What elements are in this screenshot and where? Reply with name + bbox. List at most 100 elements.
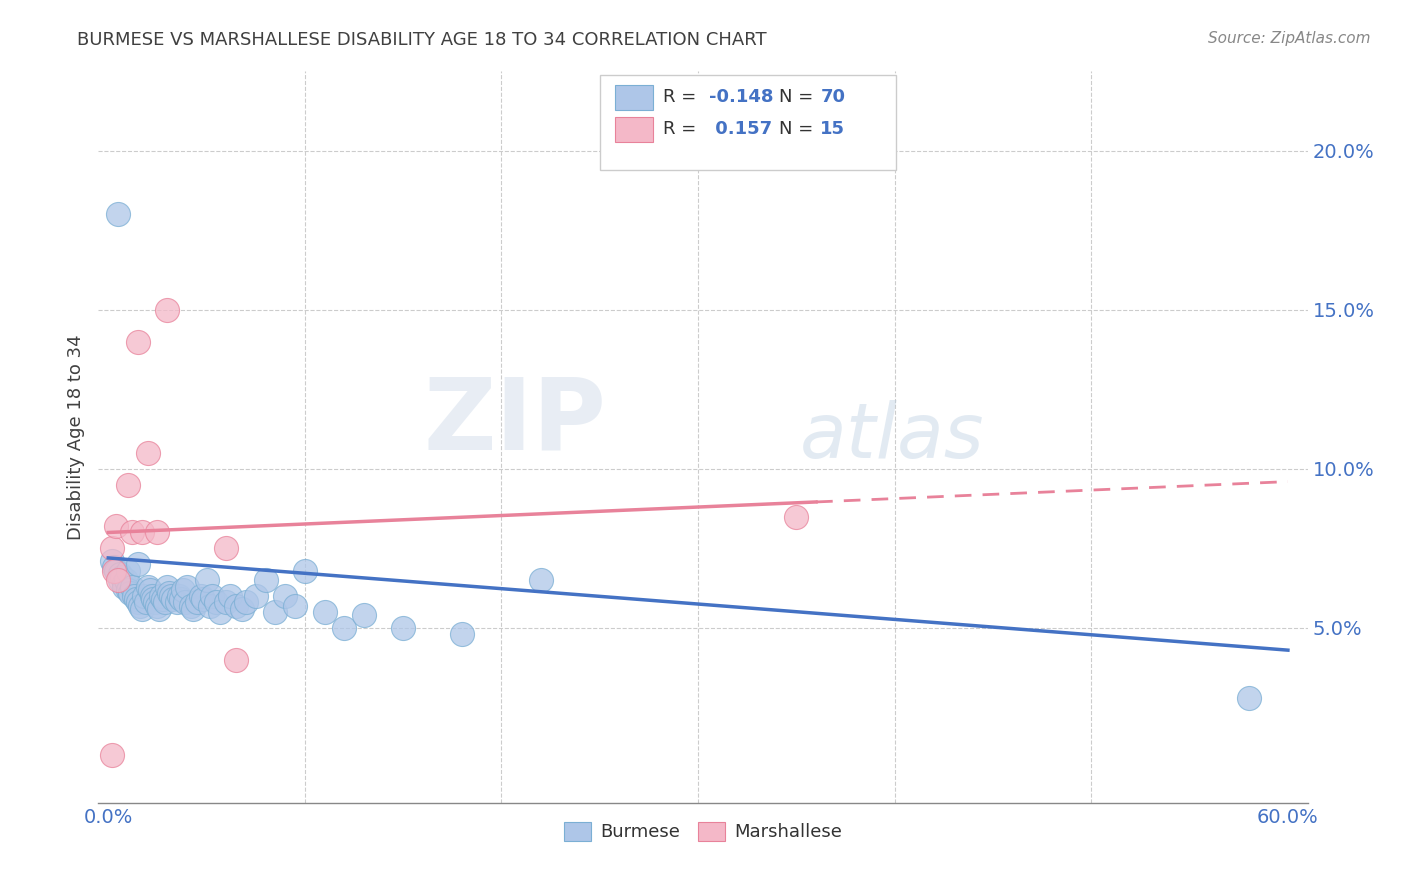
Point xyxy=(146,525,169,540)
Point xyxy=(108,566,131,581)
Point xyxy=(274,589,297,603)
Text: Source: ZipAtlas.com: Source: ZipAtlas.com xyxy=(1208,31,1371,46)
Point xyxy=(156,580,179,594)
Legend: Burmese, Marshallese: Burmese, Marshallese xyxy=(557,814,849,848)
Point xyxy=(155,595,177,609)
Point xyxy=(785,509,807,524)
Text: 15: 15 xyxy=(820,120,845,138)
Text: 70: 70 xyxy=(820,88,845,106)
Point xyxy=(103,564,125,578)
Point xyxy=(112,580,135,594)
Point xyxy=(138,582,160,597)
Text: R =: R = xyxy=(664,120,702,138)
Point xyxy=(131,525,153,540)
Point xyxy=(108,573,131,587)
Point xyxy=(294,564,316,578)
Point xyxy=(284,599,307,613)
Point xyxy=(235,595,257,609)
Point xyxy=(225,599,247,613)
Text: BURMESE VS MARSHALLESE DISABILITY AGE 18 TO 34 CORRELATION CHART: BURMESE VS MARSHALLESE DISABILITY AGE 18… xyxy=(77,31,766,49)
Point xyxy=(200,599,222,613)
Point xyxy=(157,586,180,600)
Point xyxy=(172,582,194,597)
Point xyxy=(118,586,141,600)
Point xyxy=(105,519,128,533)
Point xyxy=(101,748,124,763)
Point xyxy=(128,599,150,613)
Point xyxy=(141,589,163,603)
Point xyxy=(530,573,553,587)
Point xyxy=(136,580,159,594)
Point xyxy=(148,602,170,616)
Point xyxy=(142,592,165,607)
Point xyxy=(125,592,148,607)
Text: -0.148: -0.148 xyxy=(709,88,773,106)
Point xyxy=(245,589,267,603)
Point xyxy=(122,589,145,603)
Point xyxy=(127,595,149,609)
Point xyxy=(107,573,129,587)
Point xyxy=(150,589,173,603)
Text: R =: R = xyxy=(664,88,702,106)
Point xyxy=(205,595,228,609)
Point xyxy=(195,573,218,587)
Point xyxy=(181,602,204,616)
Point xyxy=(219,589,242,603)
Point xyxy=(215,595,238,609)
Point xyxy=(176,580,198,594)
Point xyxy=(117,582,139,597)
Point xyxy=(186,595,208,609)
Point xyxy=(117,564,139,578)
Point xyxy=(254,573,277,587)
Point xyxy=(135,595,157,609)
Point xyxy=(353,608,375,623)
Point xyxy=(333,621,356,635)
Text: 0.157: 0.157 xyxy=(709,120,772,138)
Point xyxy=(160,589,183,603)
Point xyxy=(145,595,167,609)
Point xyxy=(101,541,124,556)
Point xyxy=(121,525,143,540)
Point xyxy=(201,589,224,603)
Point xyxy=(127,558,149,572)
Point xyxy=(167,589,190,603)
Point xyxy=(166,595,188,609)
Text: N =: N = xyxy=(779,120,820,138)
Point xyxy=(136,446,159,460)
Text: atlas: atlas xyxy=(800,401,984,474)
Point xyxy=(314,605,336,619)
Point xyxy=(112,576,135,591)
Point xyxy=(162,592,184,607)
Point xyxy=(131,602,153,616)
Point xyxy=(392,621,415,635)
FancyBboxPatch shape xyxy=(614,86,654,110)
Point xyxy=(264,605,287,619)
Point xyxy=(117,477,139,491)
Point xyxy=(107,207,129,221)
Point xyxy=(215,541,238,556)
Point xyxy=(1237,690,1260,705)
Point xyxy=(170,592,193,607)
Point xyxy=(451,627,474,641)
Point xyxy=(180,599,202,613)
Point xyxy=(111,570,134,584)
FancyBboxPatch shape xyxy=(600,75,897,170)
FancyBboxPatch shape xyxy=(614,118,654,143)
Point xyxy=(190,589,212,603)
Point xyxy=(231,602,253,616)
Point xyxy=(152,592,174,607)
Point xyxy=(132,589,155,603)
Point xyxy=(225,653,247,667)
Point xyxy=(115,573,138,587)
Point xyxy=(156,302,179,317)
Text: N =: N = xyxy=(779,88,820,106)
Point xyxy=(191,592,214,607)
Point xyxy=(174,595,197,609)
Point xyxy=(103,560,125,574)
Point xyxy=(146,599,169,613)
Point xyxy=(209,605,232,619)
Point xyxy=(105,564,128,578)
Point xyxy=(101,554,124,568)
Point xyxy=(121,580,143,594)
Point xyxy=(127,334,149,349)
